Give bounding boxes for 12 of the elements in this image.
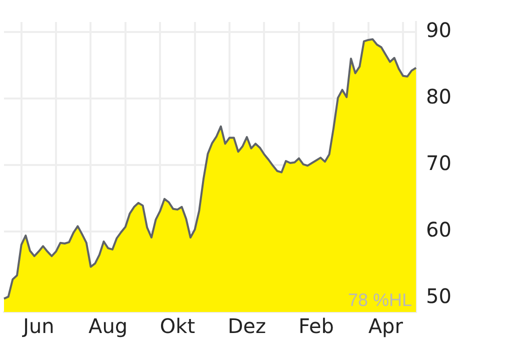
y-tick-label: 60 bbox=[426, 218, 452, 242]
x-tick-label: Apr bbox=[368, 314, 404, 338]
x-tick-label: Jun bbox=[21, 314, 54, 338]
y-tick-label: 70 bbox=[426, 151, 452, 176]
x-tick-label: Okt bbox=[160, 314, 196, 338]
annotation: 78 %HL bbox=[348, 290, 412, 310]
y-tick-label: 90 bbox=[426, 18, 452, 42]
y-tick-label: 80 bbox=[426, 84, 452, 109]
x-tick-label: Feb bbox=[298, 314, 334, 338]
x-tick-label: Aug bbox=[88, 314, 128, 338]
y-tick-label: 50 bbox=[426, 284, 452, 308]
x-tick-label: Dez bbox=[228, 314, 266, 338]
